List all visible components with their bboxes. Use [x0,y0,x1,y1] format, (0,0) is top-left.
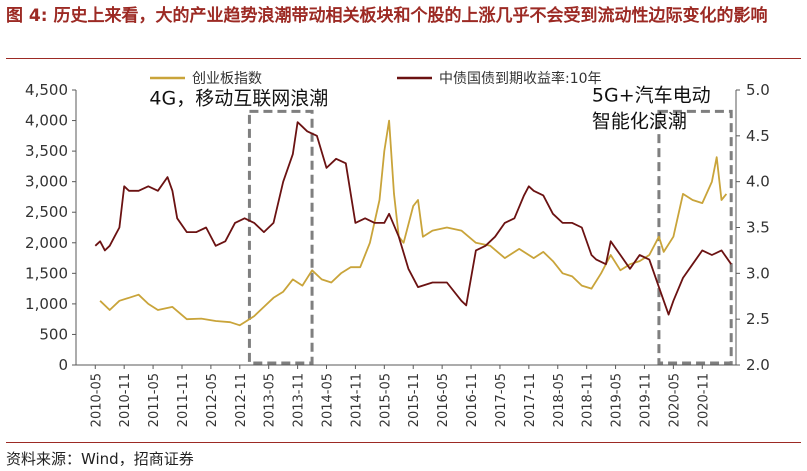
x-tick-label: 2011-11 [176,373,191,427]
x-tick-label: 2012-11 [234,373,249,427]
x-tick-label: 2011-05 [147,373,162,427]
x-tick-label: 2013-11 [292,373,307,427]
left-y-tick-label: 500 [39,325,68,343]
figure-number: 图 4: [6,6,48,26]
x-tick-label: 2013-05 [263,373,278,427]
right-y-tick-label: 5.0 [746,81,770,99]
x-tick-label: 2018-05 [552,373,567,427]
annotation-label: 智能化浪潮 [592,110,687,132]
x-tick-label: 2020-11 [696,373,711,427]
right-y-tick-label: 2.0 [746,356,770,374]
annotation-box [247,109,314,365]
x-tick-label: 2014-05 [321,373,336,427]
left-y-tick-label: 1,000 [25,295,68,313]
left-y-tick-label: 2,000 [25,234,68,252]
figure-title: 图 4: 历史上来看，大的产业趋势浪潮带动相关板块和个股的上涨几乎不会受到流动性… [6,3,806,29]
left-y-tick-label: 2,500 [25,203,68,221]
x-tick-label: 2015-11 [407,373,422,427]
series-line-chinext [99,119,728,327]
source-note: 资料来源：Wind，招商证券 [6,450,194,468]
right-y-tick-label: 2.5 [746,310,770,328]
legend-label: 中债国债到期收益率:10年 [439,70,602,87]
x-tick-label: 2015-05 [378,373,393,427]
x-tick-label: 2010-05 [89,373,104,427]
x-tick-label: 2016-11 [465,373,480,427]
x-tick-label: 2020-05 [667,373,682,427]
right-y-tick-label: 4.0 [746,173,770,191]
left-y-tick-label: 3,000 [25,173,68,191]
annotation-box [657,109,733,365]
left-y-tick-label: 4,000 [25,112,68,130]
left-y-tick-label: 1,500 [25,264,68,282]
line-chart: 0 500 1,000 1,500 2,000 2,500 3,000 3,500 4,000 4… [25,70,770,427]
series-line-bond-yield [94,121,732,316]
figure-title-text: 历史上来看，大的产业趋势浪潮带动相关板块和个股的上涨几乎不会受到流动性边际变化的… [53,6,768,26]
left-y-tick-label: 4,500 [25,81,68,99]
x-tick-label: 2017-11 [523,373,538,427]
x-tick-label: 2016-05 [436,373,451,427]
annotation-label: 4G，移动互联网浪潮 [149,87,328,109]
right-y-tick-label: 3.5 [746,219,770,237]
x-tick-label: 2018-11 [581,373,596,427]
x-tick-label: 2010-11 [118,373,133,427]
right-y-tick-label: 3.0 [746,264,770,282]
x-tick-label: 2019-11 [638,373,653,427]
title-divider [6,58,801,59]
legend-label: 创业板指数 [192,71,262,87]
x-tick-label: 2014-11 [349,373,364,427]
left-y-tick-label: 0 [58,356,68,374]
x-tick-label: 2012-05 [205,373,220,427]
left-y-tick-label: 3,500 [25,142,68,160]
annotation-label: 5G+汽车电动 [592,84,711,106]
x-tick-label: 2019-05 [610,373,625,427]
footer-divider [6,442,801,443]
right-y-tick-label: 4.5 [746,127,770,145]
x-tick-label: 2017-05 [494,373,509,427]
